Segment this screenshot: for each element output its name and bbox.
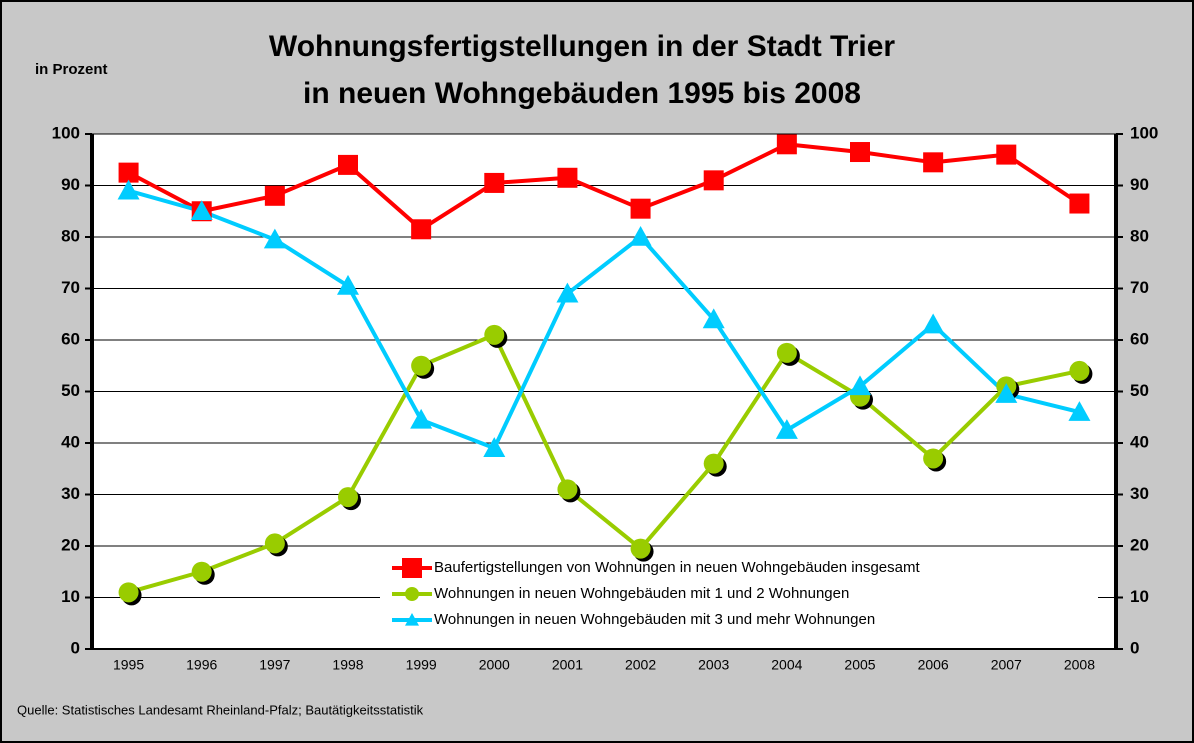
marker [264,533,285,554]
x-tick-label: 2002 [625,657,656,673]
marker [1069,193,1090,214]
y2-tick-label: 60 [1130,329,1149,348]
marker [923,152,944,173]
legend-label: Wohnungen in neuen Wohngebäuden mit 3 un… [434,611,875,628]
marker [557,479,578,500]
marker [703,453,724,474]
marker [703,170,724,191]
source: Quelle: Statistisches Landesamt Rheinlan… [17,702,424,717]
marker [702,308,725,329]
x-tick-label: 2000 [479,657,510,673]
y-tick-label: 90 [61,175,80,194]
chart-title: in neuen Wohngebäuden 1995 bis 2008 [303,77,861,110]
marker [629,226,652,246]
marker [484,324,505,345]
marker [117,179,140,200]
series-line [127,142,1081,232]
legend-marker [402,558,422,578]
marker [484,172,505,193]
x-tick-label: 1996 [186,657,217,673]
marker [264,185,285,206]
y-tick-label: 50 [61,381,80,400]
marker [263,228,286,249]
marker [556,282,579,303]
marker [630,538,651,559]
y2-tick-label: 20 [1130,535,1149,554]
marker [775,419,798,439]
y2-tick-label: 50 [1130,381,1149,400]
marker [923,448,944,469]
y2-tick-label: 90 [1130,175,1149,194]
y2-tick-label: 30 [1130,484,1149,503]
marker [776,134,797,155]
series-line [128,332,1080,595]
marker [338,154,358,175]
y-tick-label: 80 [61,226,80,245]
x-tick-label: 1997 [259,657,290,673]
marker [411,219,432,240]
y2-tick-label: 40 [1130,432,1149,451]
marker [483,437,506,457]
x-tick-label: 1995 [113,657,144,673]
y2-tick-label: 80 [1130,226,1149,245]
x-tick-label: 2003 [698,657,729,673]
marker [995,383,1018,403]
y-tick-label: 30 [61,484,80,503]
marker [191,561,212,582]
chart-title: Wohnungsfertigstellungen in der Stadt Tr… [269,30,895,63]
y-tick-label: 10 [61,587,80,606]
marker [849,375,871,396]
y2-tick-label: 10 [1130,587,1149,606]
x-tick-label: 2001 [552,657,583,673]
y2-tick-label: 70 [1130,278,1149,297]
legend-marker [405,587,419,601]
legend-background [380,553,1098,633]
marker [118,162,139,183]
marker [337,274,359,295]
y-tick-label: 60 [61,329,80,348]
marker [557,167,578,188]
y2-tick-label: 100 [1130,123,1158,142]
marker [118,582,139,603]
marker [776,342,797,363]
x-tick-label: 1998 [332,657,363,673]
x-tick-label: 2006 [918,657,949,673]
x-tick-label: 2004 [771,657,802,673]
legend-label: Baufertigstellungen von Wohnungen in neu… [434,559,920,576]
marker [922,313,945,334]
series-line [128,188,1080,451]
y-axis-label: in Prozent [35,61,108,78]
x-tick-label: 2005 [844,657,875,673]
legend-marker [405,613,419,626]
x-tick-label: 1999 [406,657,437,673]
marker [996,144,1017,165]
x-tick-label: 2008 [1064,657,1095,673]
marker [1069,360,1090,381]
x-tick-label: 2007 [991,657,1022,673]
y-tick-label: 20 [61,535,80,554]
marker [410,408,433,429]
legend-label: Wohnungen in neuen Wohngebäuden mit 1 un… [434,585,849,602]
y-tick-label: 0 [71,638,80,657]
marker [850,142,870,163]
marker [411,355,432,376]
marker [190,200,213,221]
y-tick-label: 70 [61,278,80,297]
y2-tick-label: 0 [1130,638,1139,657]
marker [630,198,651,219]
marker [1068,401,1091,421]
marker [338,487,358,508]
y-tick-label: 40 [61,432,80,451]
y-tick-label: 100 [52,123,80,142]
